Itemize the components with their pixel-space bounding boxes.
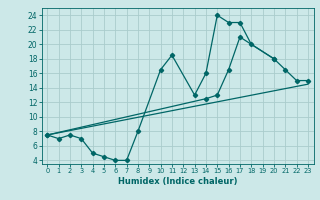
X-axis label: Humidex (Indice chaleur): Humidex (Indice chaleur) [118, 177, 237, 186]
